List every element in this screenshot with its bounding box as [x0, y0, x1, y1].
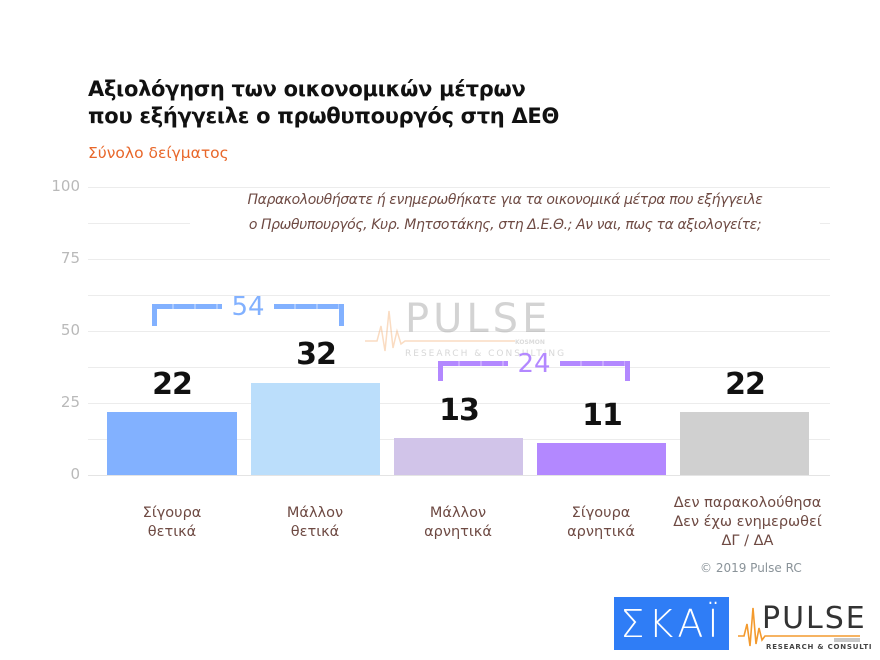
gridline-100	[88, 187, 830, 188]
bracket-positive-label: 54	[231, 292, 265, 322]
x-axis-baseline	[88, 475, 830, 476]
x-label-line: αρνητικά	[424, 524, 492, 540]
survey-question-line1: Παρακολουθήσατε ή ενημερωθήκατε για τα ο…	[247, 192, 763, 208]
gridline-62-5	[88, 295, 830, 296]
svg-text:RESEARCH & CONSULTING: RESEARCH & CONSULTING	[405, 349, 565, 359]
bar-sigoura-arnitika[interactable]	[537, 443, 666, 475]
gridline-75	[88, 259, 830, 260]
gridline-37-5	[88, 367, 830, 368]
bar-value-label: 22	[152, 367, 193, 402]
x-label-sigoura-thetika: Σίγουρα θετικά	[87, 504, 257, 542]
svg-text:RESEARCH & CONSULTING: RESEARCH & CONSULTING	[766, 643, 873, 651]
y-tick-50: 50	[60, 321, 80, 339]
bar-value-label: 11	[582, 398, 623, 433]
y-tick-25: 25	[60, 393, 80, 411]
bar-sigoura-thetika[interactable]	[107, 412, 237, 475]
x-label-sigoura-arnitika: Σίγουρα αρνητικά	[516, 504, 686, 542]
x-label-line: Δεν παρακολούθησα	[673, 495, 822, 511]
x-label-line: Δεν έχω ενημερωθεί	[673, 514, 822, 530]
bar-value-label: 32	[296, 337, 337, 372]
chart-title-line1: Αξιολόγηση των οικονομικών μέτρων	[88, 77, 526, 101]
survey-question: Παρακολουθήσατε ή ενημερωθήκατε για τα ο…	[190, 188, 820, 238]
gridline-50	[88, 331, 830, 332]
x-label-line: θετικά	[290, 524, 340, 540]
skai-logo: ΣΚΑΪ	[614, 597, 729, 650]
bracket-negative-label: 24	[517, 349, 551, 379]
x-label-line: Μάλλον	[429, 505, 487, 521]
x-label-mallon-thetika: Μάλλον θετικά	[230, 504, 400, 542]
x-label-line: Σίγουρα	[571, 505, 631, 521]
chart-title-line2: που εξήγγειλε ο πρωθυπουργός στη ΔΕΘ	[88, 104, 560, 128]
gridline-25	[88, 403, 830, 404]
y-tick-100: 100	[51, 177, 80, 195]
bar-value-label: 13	[439, 393, 480, 428]
bracket-positive-total: 54	[152, 292, 344, 326]
x-label-line: αρνητικά	[567, 524, 635, 540]
x-label-line: θετικά	[147, 524, 197, 540]
bar-den-parakolouthisa[interactable]	[680, 412, 809, 475]
x-label-line: ΔΓ / ΔΑ	[721, 533, 774, 549]
bar-mallon-thetika[interactable]	[251, 383, 380, 475]
svg-text:PULSE: PULSE	[405, 296, 551, 342]
y-tick-75: 75	[60, 249, 80, 267]
x-label-mallon-arnitika: Μάλλον αρνητικά	[373, 504, 543, 542]
pulse-watermark-logo: PULSE KOSMON RESEARCH & CONSULTING	[365, 296, 565, 359]
x-label-line: Σίγουρα	[142, 505, 202, 521]
svg-text:PULSE: PULSE	[762, 601, 867, 636]
bar-value-label: 22	[725, 367, 766, 402]
skai-logo-text: ΣΚΑΪ	[620, 601, 723, 646]
x-label-line: Μάλλον	[286, 505, 344, 521]
pulse-logo: PULSE RESEARCH & CONSULTING	[738, 601, 873, 651]
survey-question-line2: ο Πρωθυπουργός, Κυρ. Μητσοτάκης, στη Δ.Ε…	[248, 217, 762, 233]
chart-subtitle: Σύνολο δείγματος	[88, 144, 229, 162]
copyright-text: © 2019 Pulse RC	[700, 561, 802, 575]
x-label-den-parakolouthisa: Δεν παρακολούθησα Δεν έχω ενημερωθεί ΔΓ …	[660, 494, 835, 551]
chart-title: Αξιολόγηση των οικονομικών μέτρων που εξ…	[88, 76, 559, 130]
bar-mallon-arnitika[interactable]	[394, 438, 523, 475]
svg-text:KOSMON: KOSMON	[515, 339, 545, 346]
y-tick-0: 0	[70, 465, 80, 483]
bracket-negative-total: 24	[438, 349, 630, 381]
